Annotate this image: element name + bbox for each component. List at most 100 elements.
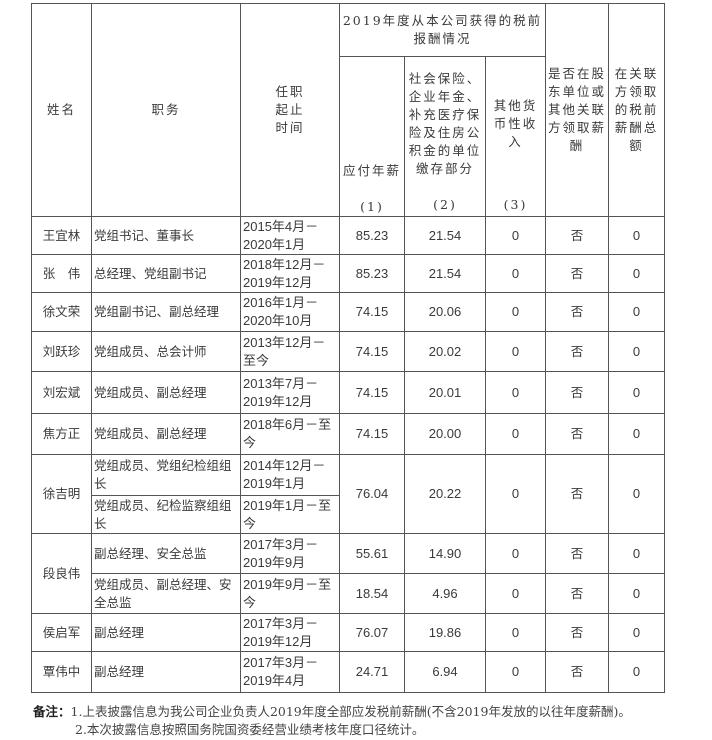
cell-term: 2018年6月－至今 (240, 413, 340, 455)
duan-name: 段良伟 (31, 533, 92, 614)
duan-other2: 0 (485, 573, 546, 614)
cell-term: 2013年7月－2019年12月 (240, 371, 340, 414)
compensation-table-wrapper: 姓名 职务 任职起止时间 2019年度从本公司获得的税前报酬情况 是否在股东单位… (31, 3, 665, 693)
table-row: 张 伟总经理、党组副书记 2018年12月－2019年12月 85.23 21.54 0… (31, 254, 665, 293)
xu-other: 0 (485, 454, 546, 534)
header-insurance-no: (2) (433, 197, 457, 212)
cell-related: 否 (545, 254, 609, 293)
cell-insurance: 20.02 (404, 331, 486, 372)
header-position: 职务 (91, 3, 241, 217)
table-row: 侯启军 副总经理 2017年3月－2019年12月 76.07 19.86 0 否 0 (31, 613, 665, 652)
cell-total: 0 (608, 254, 665, 293)
cell-term: 2017年3月－2019年12月 (240, 613, 340, 652)
duan-position2: 党组成员、副总经理、安全总监 (91, 573, 241, 614)
cell-term: 2016年1月－2020年10月 (240, 292, 340, 332)
cell-related: 否 (545, 413, 609, 455)
cell-related: 否 (545, 216, 609, 255)
table-row: 王宜林 党组书记、董事长 2015年4月－2020年1月 85.23 21.54 0 否 0 (31, 216, 665, 255)
header-other-label: 其他货币性收入 (493, 98, 538, 149)
cell-position: 总经理、党组副书记 (91, 254, 241, 293)
cell-other: 0 (485, 413, 546, 455)
header-insurance: 社会保险、企业年金、补充医疗保险及住房公积金的单位缴存部分 (2) (404, 56, 486, 217)
header-group: 2019年度从本公司获得的税前报酬情况 (339, 3, 546, 57)
cell-related: 否 (545, 651, 609, 693)
cell-term: 2017年3月－2019年4月 (240, 651, 340, 693)
xu-position1: 党组成员、党组纪检组组长 (91, 454, 241, 496)
cell-term: 2015年4月－2020年1月 (240, 216, 340, 255)
header-name: 姓名 (31, 3, 92, 217)
header-salary-no: (1) (360, 199, 384, 214)
duan-salary2: 18.54 (339, 573, 405, 614)
cell-insurance: 20.00 (404, 413, 486, 455)
duan-total2: 0 (608, 573, 665, 614)
duan-insurance1: 14.90 (404, 533, 486, 574)
header-other: 其他货币性收入 (3) (485, 56, 546, 217)
cell-insurance: 19.86 (404, 613, 486, 652)
table-row: 刘宏斌 党组成员、副总经理 2013年7月－2019年12月 74.15 20.01 0 否… (31, 371, 665, 414)
cell-total: 0 (608, 413, 665, 455)
cell-related: 否 (545, 371, 609, 414)
cell-position: 副总经理 (91, 613, 241, 652)
xu-position2: 党组成员、纪检监察组组长 (91, 495, 241, 534)
cell-total: 0 (608, 371, 665, 414)
cell-name: 刘宏斌 (31, 371, 92, 414)
header-other-no: (3) (503, 197, 528, 212)
cell-other: 0 (485, 651, 546, 693)
cell-position: 党组副书记、副总经理 (91, 292, 241, 332)
note-2: 2.本次披露信息按照国务院国资委经营业绩考核年度口径统计。 (75, 722, 425, 737)
cell-other: 0 (485, 292, 546, 332)
table-row: 焦方正 党组成员、副总经理 2018年6月－至今 74.15 20.00 0 否 0 (31, 413, 665, 455)
cell-term: 2018年12月－2019年12月 (240, 254, 340, 293)
duan-salary1: 55.61 (339, 533, 405, 574)
cell-salary: 85.23 (339, 254, 405, 293)
cell-position: 党组成员、副总经理 (91, 413, 241, 455)
cell-name: 侯启军 (31, 613, 92, 652)
cell-insurance: 21.54 (404, 216, 486, 255)
header-salary-label: 应付年薪 (342, 163, 401, 178)
cell-name: 覃伟中 (31, 651, 92, 693)
cell-position: 副总经理 (91, 651, 241, 693)
cell-salary: 74.15 (339, 371, 405, 414)
xu-salary: 76.04 (339, 454, 405, 534)
duan-position1: 副总经理、安全总监 (91, 533, 241, 574)
cell-position: 党组成员、总会计师 (91, 331, 241, 372)
table-row: 刘跃珍 党组成员、总会计师 2013年12月－至今 74.15 20.02 0 否 0 (31, 331, 665, 372)
duan-term1: 2017年3月－2019年9月 (240, 533, 340, 574)
cell-name: 刘跃珍 (31, 331, 92, 372)
cell-other: 0 (485, 331, 546, 372)
cell-term: 2013年12月－至今 (240, 331, 340, 372)
cell-name: 焦方正 (31, 413, 92, 455)
cell-related: 否 (545, 292, 609, 332)
xu-insurance: 20.22 (404, 454, 486, 534)
cell-position: 党组书记、董事长 (91, 216, 241, 255)
cell-salary: 74.15 (339, 292, 405, 332)
xu-term1: 2014年12月－2019年1月 (240, 454, 340, 496)
cell-other: 0 (485, 613, 546, 652)
cell-total: 0 (608, 292, 665, 332)
xu-total: 0 (608, 454, 665, 534)
duan-other1: 0 (485, 533, 546, 574)
cell-other: 0 (485, 216, 546, 255)
cell-insurance: 6.94 (404, 651, 486, 693)
cell-total: 0 (608, 651, 665, 693)
compensation-table: 姓名 职务 任职起止时间 2019年度从本公司获得的税前报酬情况 是否在股东单位… (31, 3, 665, 693)
duan-insurance2: 4.96 (404, 573, 486, 614)
cell-insurance: 20.06 (404, 292, 486, 332)
cell-total: 0 (608, 613, 665, 652)
cell-position: 党组成员、副总经理 (91, 371, 241, 414)
notes: 备注：1.上表披露信息为我公司企业负责人2019年度全部应发税前薪酬(不含201… (33, 703, 631, 739)
duan-related1: 否 (545, 533, 609, 574)
table-row: 覃伟中 副总经理 2017年3月－2019年4月 24.71 6.94 0 否 0 (31, 651, 665, 693)
cell-name: 张 伟 (31, 254, 92, 293)
xu-name: 徐吉明 (31, 454, 92, 534)
cell-total: 0 (608, 216, 665, 255)
cell-name: 徐文荣 (31, 292, 92, 332)
cell-other: 0 (485, 254, 546, 293)
cell-salary: 24.71 (339, 651, 405, 693)
cell-salary: 74.15 (339, 331, 405, 372)
cell-salary: 76.07 (339, 613, 405, 652)
cell-related: 否 (545, 331, 609, 372)
cell-other: 0 (485, 371, 546, 414)
cell-salary: 85.23 (339, 216, 405, 255)
header-term: 任职起止时间 (240, 3, 340, 217)
